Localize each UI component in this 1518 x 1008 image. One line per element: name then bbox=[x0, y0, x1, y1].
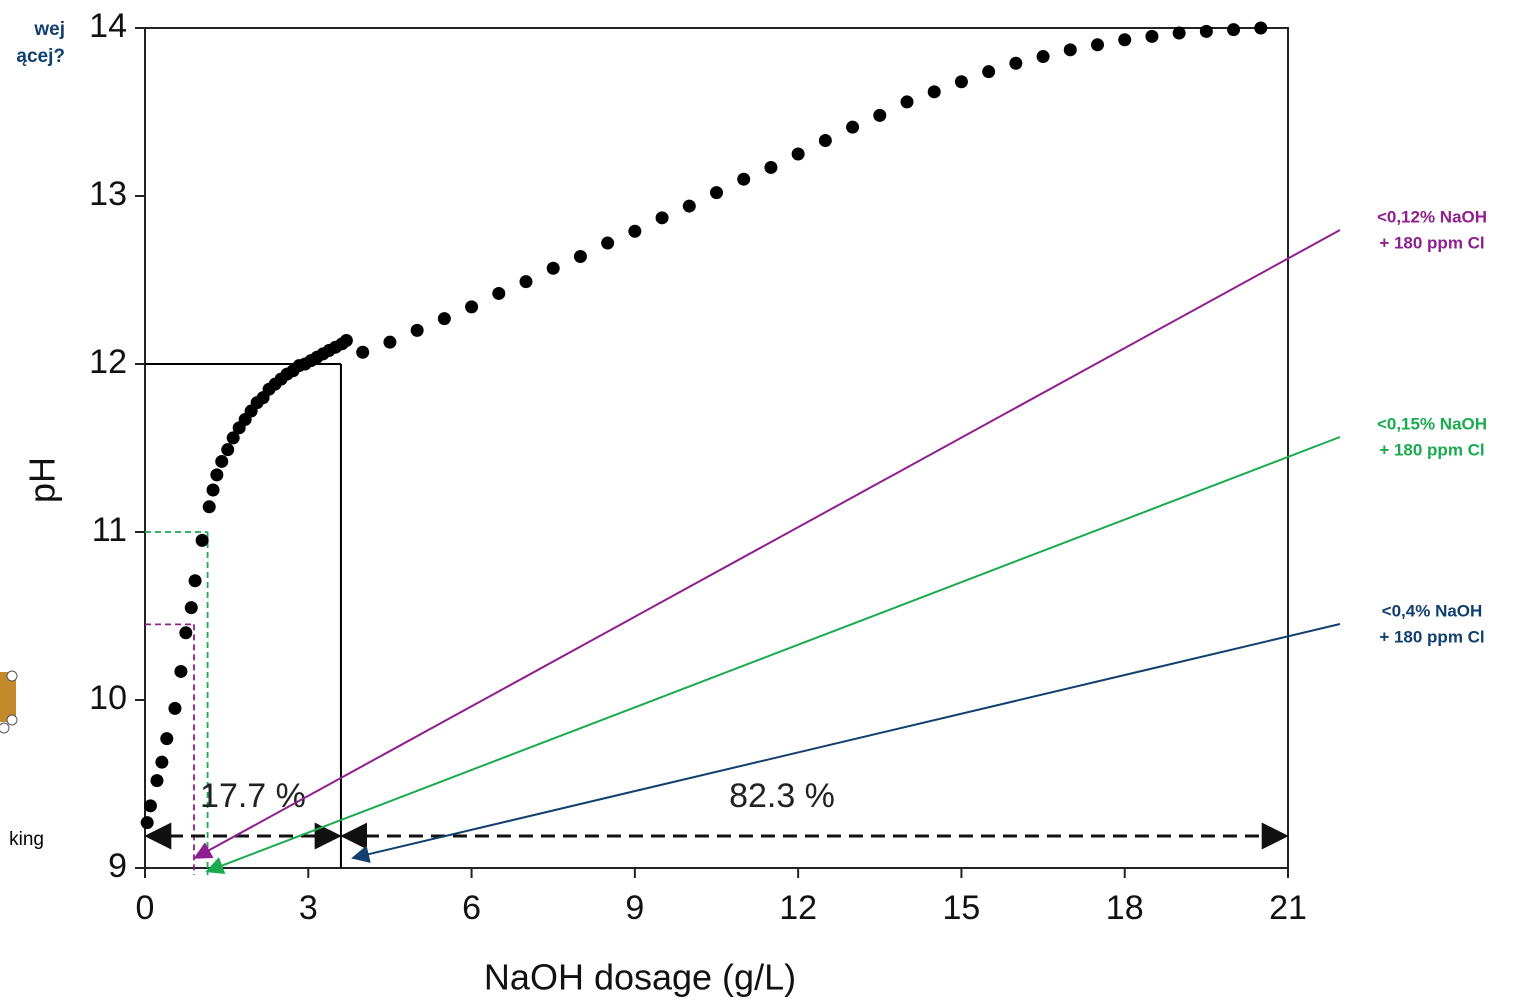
data-point bbox=[710, 186, 723, 200]
x-tick-label: 0 bbox=[136, 889, 155, 927]
data-point bbox=[873, 108, 887, 122]
y-axis-label: pH bbox=[22, 457, 63, 503]
x-axis-label: NaOH dosage (g/L) bbox=[484, 957, 796, 998]
data-point bbox=[150, 774, 164, 788]
x-tick-label: 21 bbox=[1269, 889, 1307, 927]
data-point bbox=[737, 172, 751, 186]
data-point bbox=[140, 816, 154, 830]
x-tick-label: 18 bbox=[1106, 889, 1144, 927]
data-point bbox=[410, 323, 424, 337]
span-label: 82.3 % bbox=[729, 777, 835, 815]
data-point bbox=[791, 147, 805, 161]
data-point bbox=[174, 664, 188, 678]
data-point bbox=[195, 533, 209, 547]
icon bbox=[0, 670, 18, 734]
data-point bbox=[655, 211, 669, 225]
y-tick-label: 13 bbox=[89, 175, 127, 213]
data-point bbox=[465, 300, 479, 314]
data-point bbox=[628, 224, 642, 238]
data-point bbox=[900, 95, 914, 109]
y-tick-label: 9 bbox=[108, 847, 127, 885]
data-point bbox=[160, 732, 174, 746]
data-point bbox=[982, 65, 996, 79]
data-point bbox=[927, 85, 941, 99]
data-point bbox=[143, 799, 157, 813]
data-point bbox=[210, 468, 224, 482]
data-point bbox=[437, 312, 451, 326]
data-point bbox=[168, 701, 182, 715]
data-point bbox=[215, 454, 229, 468]
data-point bbox=[202, 500, 216, 514]
data-point bbox=[184, 601, 198, 615]
data-point bbox=[1036, 50, 1050, 64]
y-tick-label: 11 bbox=[92, 511, 127, 549]
data-point bbox=[1063, 43, 1077, 57]
cropped-text: ącej? bbox=[16, 46, 65, 67]
annotation-arrow bbox=[351, 623, 1341, 863]
x-tick-label: 15 bbox=[943, 889, 981, 927]
data-point bbox=[1009, 56, 1023, 70]
data-point bbox=[383, 335, 397, 349]
annotation-arrow bbox=[193, 229, 1341, 859]
data-point bbox=[573, 249, 587, 263]
annotation-label: <0,12% NaOH bbox=[1377, 207, 1487, 226]
data-point bbox=[1254, 21, 1268, 35]
data-point bbox=[1091, 38, 1104, 52]
data-point bbox=[546, 261, 560, 275]
x-tick-label: 9 bbox=[625, 889, 644, 927]
annotation-label: + 180 ppm Cl bbox=[1379, 627, 1484, 646]
data-point bbox=[206, 483, 220, 497]
y-tick-label: 12 bbox=[89, 343, 127, 381]
data-point bbox=[1172, 26, 1186, 40]
data-point bbox=[155, 755, 169, 769]
data-point bbox=[954, 75, 968, 89]
data-point bbox=[519, 275, 533, 289]
annotation-label: + 180 ppm Cl bbox=[1379, 233, 1484, 252]
data-point bbox=[1199, 24, 1213, 38]
annotation-label: <0,4% NaOH bbox=[1382, 601, 1483, 620]
x-tick-label: 3 bbox=[299, 889, 318, 927]
data-point bbox=[682, 199, 696, 213]
data-point bbox=[1118, 33, 1132, 47]
data-point bbox=[818, 134, 832, 148]
data-point bbox=[226, 431, 240, 445]
annotation-arrow bbox=[205, 436, 1341, 874]
cropped-text: wej bbox=[33, 19, 65, 40]
x-tick-label: 6 bbox=[462, 889, 481, 927]
x-tick-label: 12 bbox=[779, 889, 817, 927]
data-point bbox=[1145, 29, 1159, 43]
data-point bbox=[601, 236, 615, 250]
y-tick-label: 14 bbox=[89, 7, 127, 45]
data-point bbox=[764, 160, 778, 174]
data-point bbox=[356, 345, 370, 359]
annotation-label: + 180 ppm Cl bbox=[1379, 440, 1484, 459]
plot-frame bbox=[144, 27, 1289, 869]
data-point bbox=[188, 574, 202, 588]
data-point bbox=[846, 120, 860, 134]
data-point bbox=[339, 333, 353, 347]
span-label: 17.7 % bbox=[200, 777, 306, 815]
cropped-text: king bbox=[9, 829, 44, 850]
data-point bbox=[179, 626, 193, 640]
data-point bbox=[492, 286, 506, 300]
annotation-label: <0,15% NaOH bbox=[1377, 414, 1487, 433]
y-tick-label: 10 bbox=[89, 679, 127, 717]
data-point bbox=[1227, 23, 1241, 37]
data-point bbox=[221, 443, 235, 457]
